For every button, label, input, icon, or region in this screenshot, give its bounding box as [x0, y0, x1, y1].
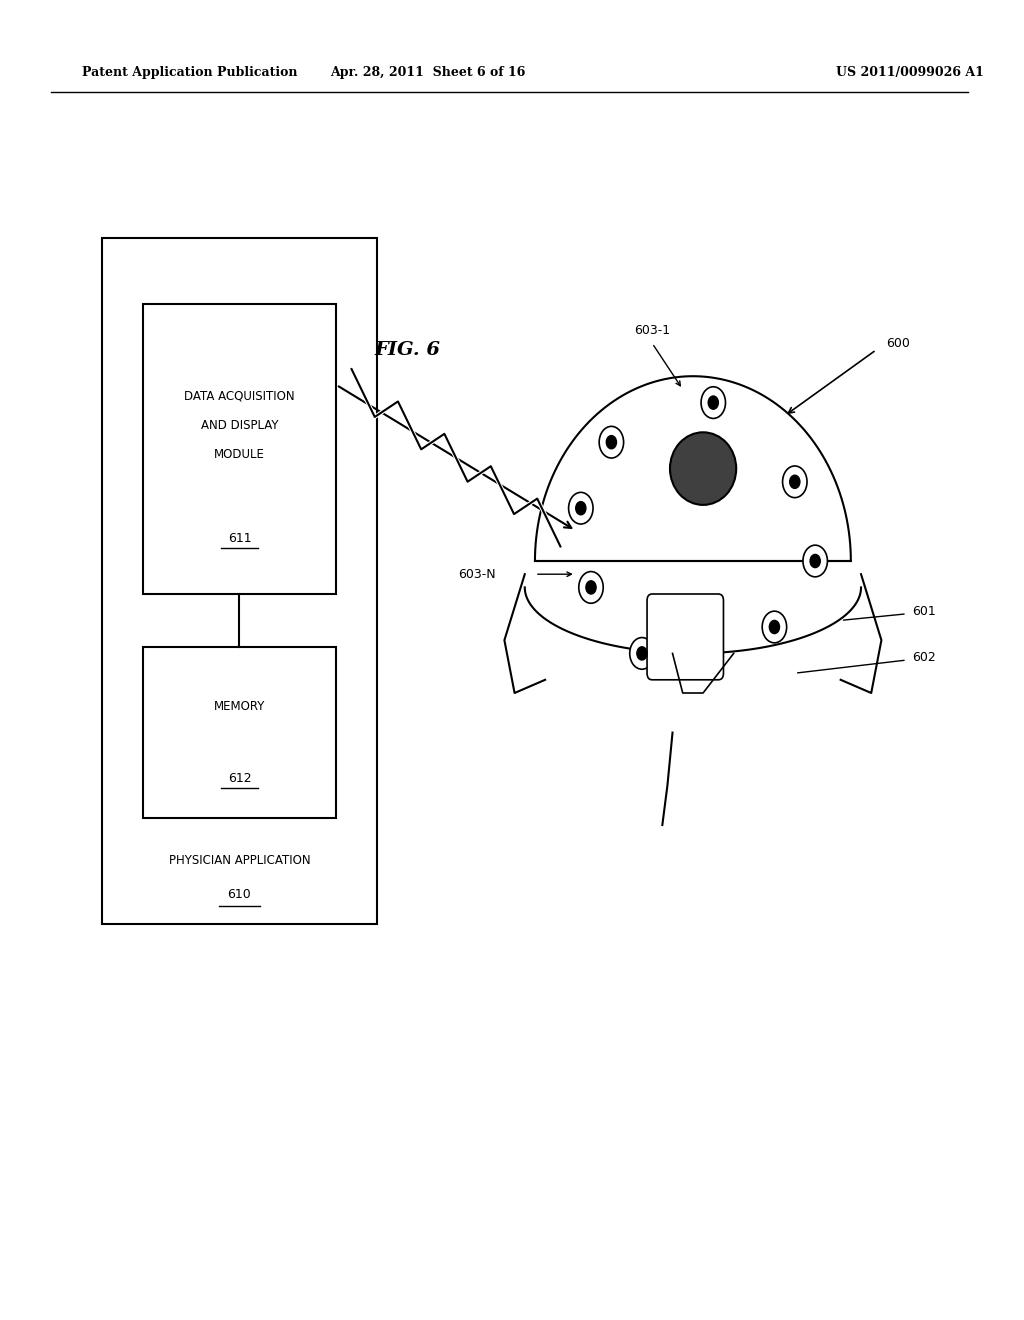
Text: 610: 610	[227, 888, 251, 902]
Circle shape	[762, 611, 786, 643]
Circle shape	[709, 396, 719, 409]
Circle shape	[701, 387, 726, 418]
Circle shape	[782, 466, 807, 498]
Text: PHYSICIAN APPLICATION: PHYSICIAN APPLICATION	[169, 854, 310, 867]
Text: FIG. 6: FIG. 6	[375, 341, 440, 359]
Text: 603-N: 603-N	[459, 568, 497, 581]
Bar	[102, 238, 377, 924]
Text: US 2011/0099026 A1: US 2011/0099026 A1	[836, 66, 983, 79]
Text: Apr. 28, 2011  Sheet 6 of 16: Apr. 28, 2011 Sheet 6 of 16	[331, 66, 525, 79]
FancyBboxPatch shape	[647, 594, 724, 680]
Circle shape	[810, 554, 820, 568]
Text: 600: 600	[887, 337, 910, 350]
Text: 611: 611	[227, 532, 251, 545]
Text: MODULE: MODULE	[214, 447, 265, 461]
Circle shape	[790, 475, 800, 488]
Circle shape	[769, 620, 779, 634]
Bar	[142, 647, 336, 818]
Text: Patent Application Publication: Patent Application Publication	[82, 66, 297, 79]
Text: MEMORY: MEMORY	[214, 700, 265, 713]
Circle shape	[606, 436, 616, 449]
Circle shape	[586, 581, 596, 594]
Circle shape	[568, 492, 593, 524]
Ellipse shape	[670, 433, 736, 504]
Text: AND DISPLAY: AND DISPLAY	[201, 418, 279, 432]
Circle shape	[637, 647, 647, 660]
Text: 603-1: 603-1	[634, 323, 670, 337]
Circle shape	[599, 426, 624, 458]
Circle shape	[803, 545, 827, 577]
Text: DATA ACQUISITION: DATA ACQUISITION	[184, 389, 295, 403]
Circle shape	[630, 638, 654, 669]
Text: 602: 602	[912, 651, 936, 664]
Circle shape	[579, 572, 603, 603]
Bar	[142, 304, 336, 594]
Text: 612: 612	[227, 772, 251, 785]
Text: 601: 601	[912, 605, 936, 618]
Circle shape	[575, 502, 586, 515]
